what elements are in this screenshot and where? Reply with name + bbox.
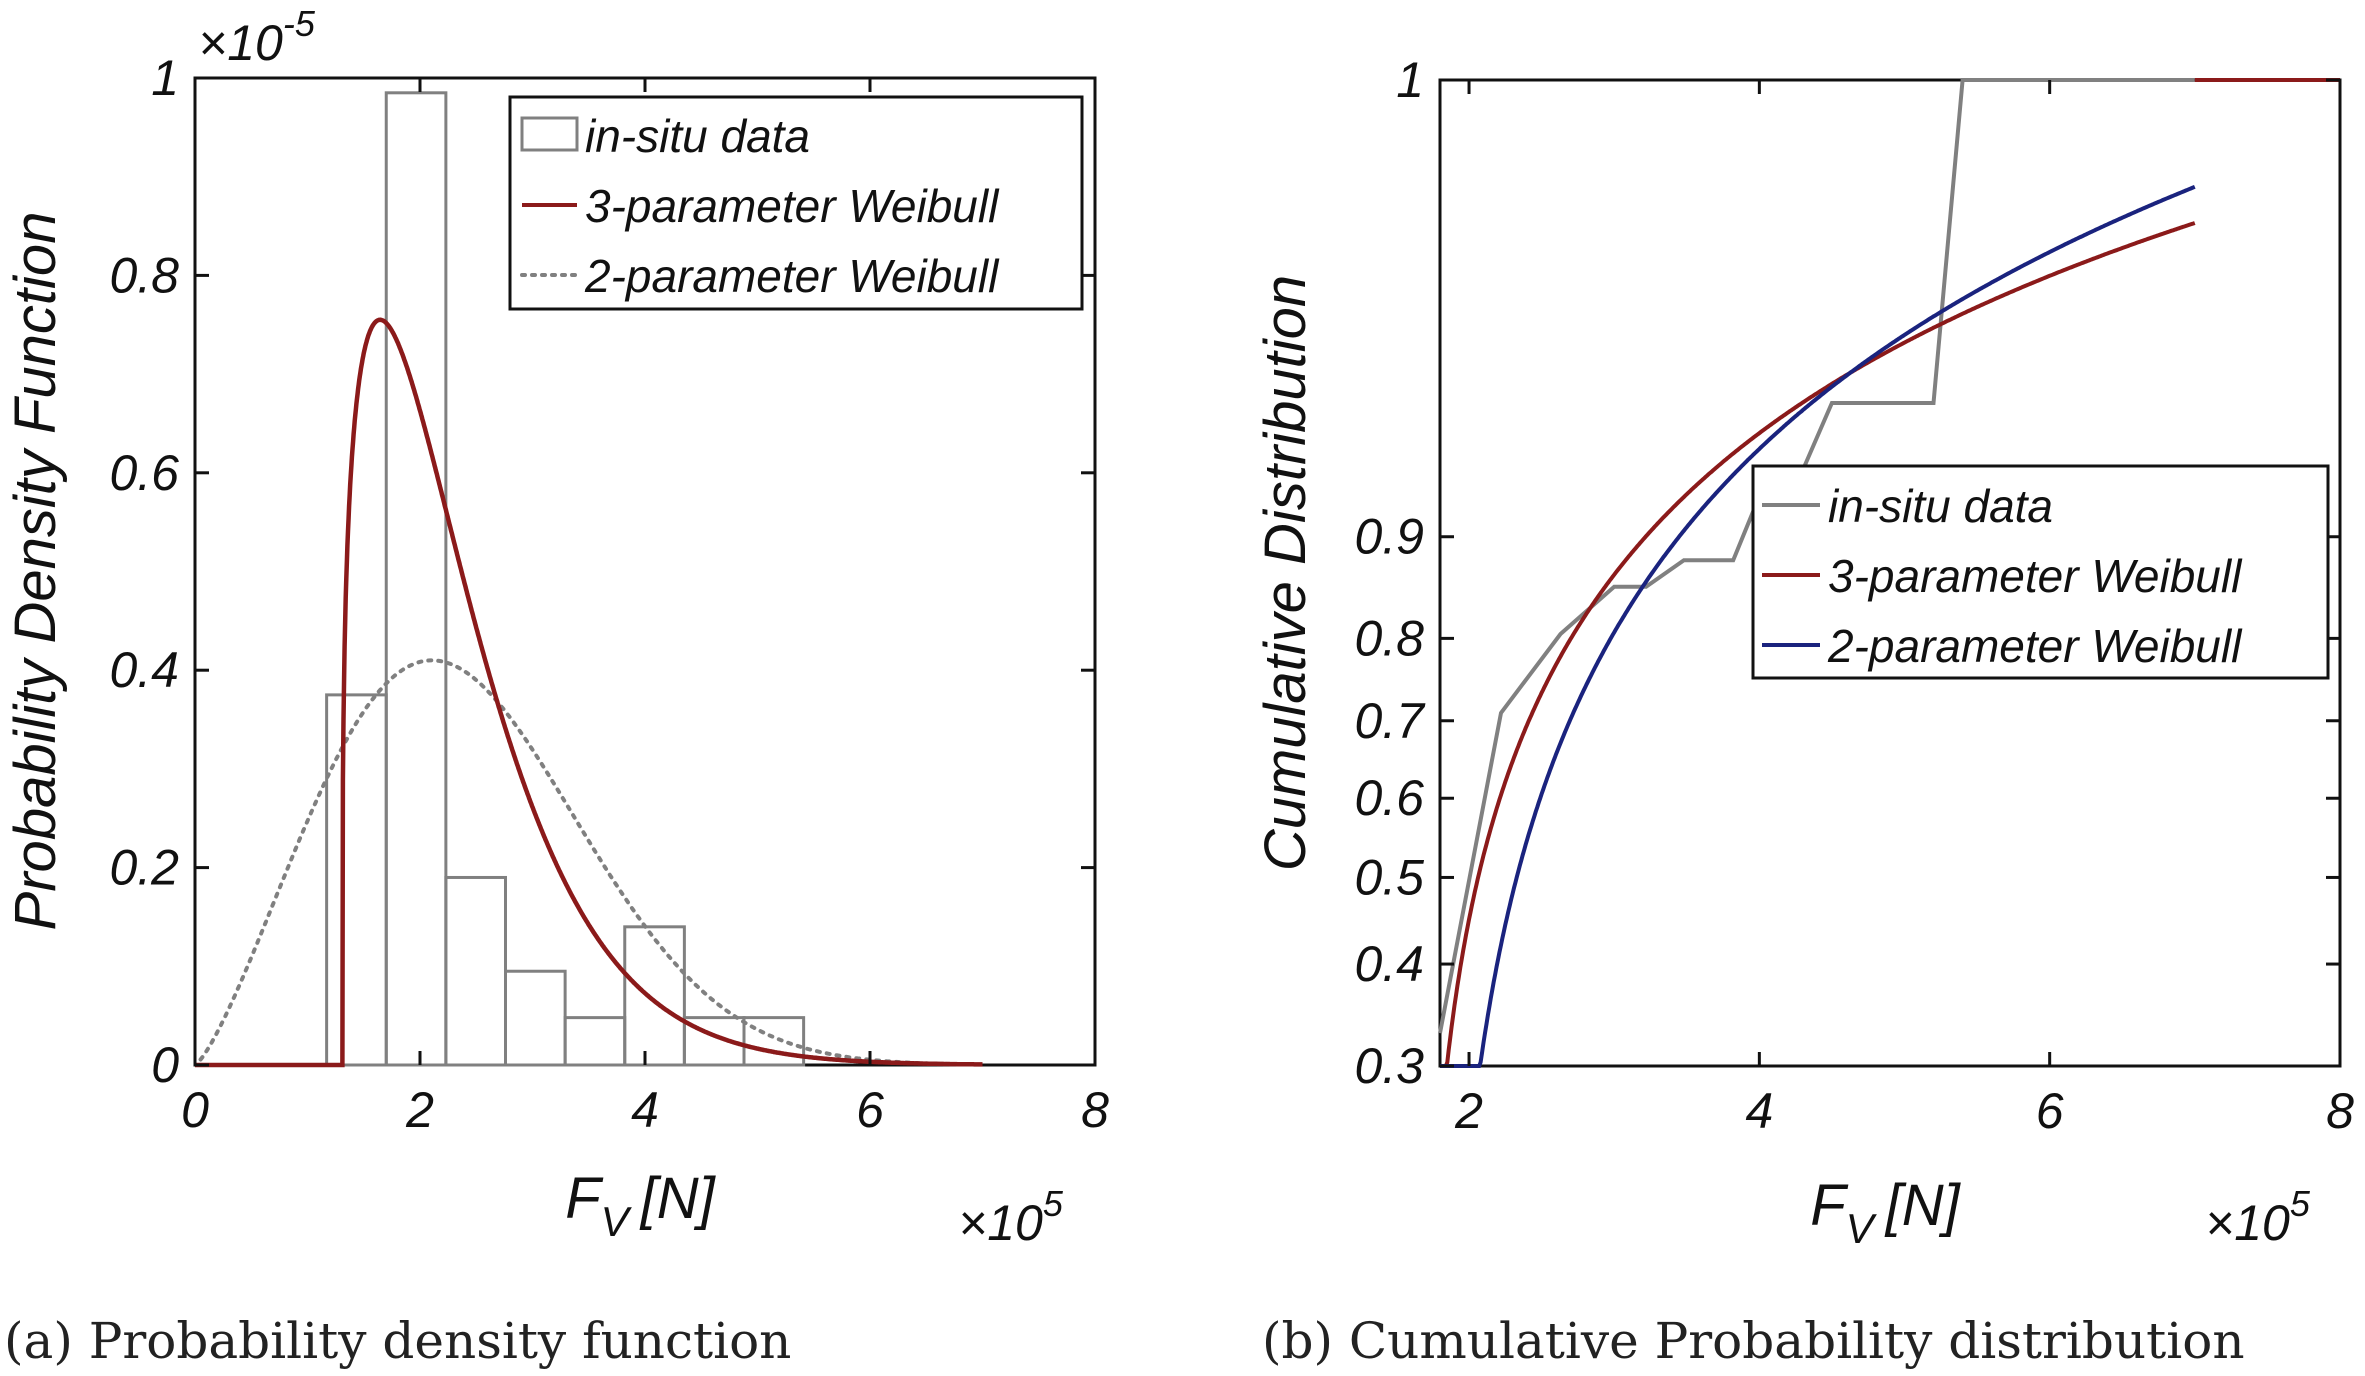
pdf-legend-insitu: in-situ data [585, 110, 810, 162]
cdf-ytick-label: 0.3 [1354, 1038, 1424, 1094]
caption-b: (b) Cumulative Probability distribution [1262, 1312, 2245, 1370]
pdf-legend-box [508, 95, 1084, 311]
pdf-ytick-label: 0 [151, 1037, 179, 1093]
pdf-xtick-label: 0 [181, 1082, 209, 1138]
pdf-legend-weibull3: 3-parameter Weibull [585, 180, 1000, 232]
cdf-ytick-label: 0.8 [1354, 610, 1424, 666]
pdf-y-mult-base: ×10 [198, 15, 283, 71]
weibull3-cdf-line [1440, 221, 2196, 1068]
cdf-ylabel: Cumulative Distribution [1253, 275, 1318, 871]
cdf-ytick-label: 0.9 [1354, 509, 1424, 565]
cdf-legend: in-situ data 3-parameter Weibull 2-param… [1751, 464, 2330, 680]
weibull3-pdf-line [195, 317, 983, 1068]
pdf-y-mult-exp: -5 [283, 3, 316, 44]
cdf-curves [1438, 78, 2340, 1068]
pdf-xtick-label: 4 [631, 1082, 659, 1138]
cdf-x-mult-exp: 5 [2290, 1183, 2311, 1224]
pdf-xlabel-unit: [N] [639, 1166, 717, 1231]
cdf-xtick-label: 6 [2036, 1083, 2064, 1139]
cdf-xlabel-var: F [1810, 1173, 1849, 1238]
weibull2-pdf-line [198, 658, 984, 1067]
pdf-curves [195, 317, 984, 1068]
cdf-legend-weibull2: 2-parameter Weibull [1827, 620, 2243, 672]
pdf-ytick-label: 0.4 [109, 642, 179, 698]
cdf-ytick-label: 1 [1396, 52, 1424, 108]
caption-a: (a) Probability density function [4, 1312, 791, 1370]
pdf-xtick-label: 2 [405, 1082, 434, 1138]
cdf-ytick-label: 0.5 [1354, 849, 1424, 905]
pdf-y-multiplier: ×10-5 [198, 3, 316, 71]
pdf-axis-ticks: 0 2 4 6 8 0 0.2 0.4 0.6 0.8 1 [109, 50, 1109, 1138]
pdf-x-multiplier: ×105 [958, 1183, 1064, 1251]
cdf-xlabel-sub: V [1846, 1205, 1878, 1252]
histogram-bar [742, 1016, 806, 1067]
cdf-panel: 2 4 6 8 0.3 0.4 0.5 0.6 0.7 0.8 0.9 1 Cumulative Di… [1253, 52, 2354, 1370]
pdf-legend-swatch-insitu [520, 116, 579, 152]
histogram-bar [384, 91, 448, 1067]
pdf-xlabel-var: F [565, 1166, 604, 1231]
pdf-xlabel-sub: V [601, 1198, 633, 1245]
pdf-xlabel: FV [N] [565, 1166, 716, 1245]
pdf-ytick-label: 0.6 [109, 445, 179, 501]
pdf-histogram [325, 91, 806, 1067]
pdf-ylabel: Probability Density Function [3, 212, 68, 931]
pdf-x-mult-base: ×10 [958, 1195, 1043, 1251]
cdf-x-multiplier: ×105 [2205, 1183, 2311, 1251]
pdf-xtick-label: 6 [856, 1082, 884, 1138]
pdf-x-mult-exp: 5 [1043, 1183, 1064, 1224]
cdf-ytick-label: 0.6 [1354, 770, 1424, 826]
pdf-panel: 0 2 4 6 8 0 0.2 0.4 0.6 0.8 1 Probability Density … [3, 3, 1109, 1370]
cdf-xlabel: FV [N] [1810, 1173, 1961, 1252]
cdf-xtick-label: 2 [1454, 1083, 1483, 1139]
weibull2-cdf-line [1440, 184, 2196, 1068]
cdf-axis-ticks: 2 4 6 8 0.3 0.4 0.5 0.6 0.7 0.8 0.9 1 [1354, 52, 2354, 1139]
cdf-xtick-label: 8 [2326, 1083, 2354, 1139]
pdf-ytick-label: 1 [151, 50, 179, 106]
pdf-ytick-label: 0.8 [109, 247, 179, 303]
cdf-xlabel-unit: [N] [1884, 1173, 1962, 1238]
cdf-xtick-label: 4 [1745, 1083, 1773, 1139]
cdf-x-mult-base: ×10 [2205, 1195, 2290, 1251]
insitu-cdf-line [1438, 78, 2195, 1034]
histogram-bar [623, 925, 686, 1067]
cdf-legend-box [1751, 464, 2330, 680]
pdf-legend: in-situ data 3-parameter Weibull 2-param… [508, 95, 1084, 311]
cdf-ytick-label: 0.4 [1354, 936, 1424, 992]
pdf-ytick-label: 0.2 [109, 840, 179, 896]
cdf-legend-insitu: in-situ data [1828, 480, 2053, 532]
pdf-xtick-label: 8 [1081, 1082, 1109, 1138]
cdf-ytick-label: 0.7 [1354, 693, 1426, 749]
cdf-legend-weibull3: 3-parameter Weibull [1828, 550, 2243, 602]
pdf-legend-weibull2: 2-parameter Weibull [584, 250, 1000, 302]
